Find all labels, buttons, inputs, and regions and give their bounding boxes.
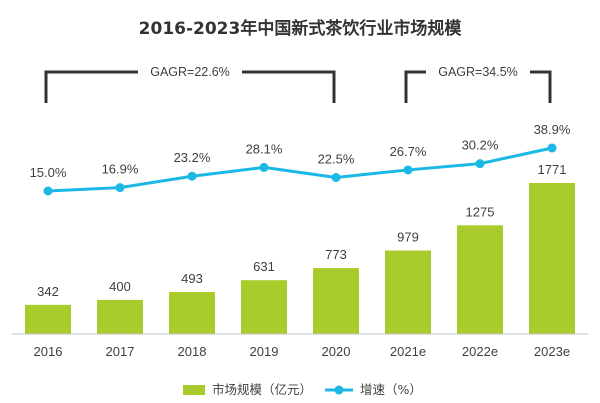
x-tick-2017: 2017 (106, 344, 135, 359)
bar-value-label-2020: 773 (325, 247, 347, 262)
x-tick-2019: 2019 (250, 344, 279, 359)
bar-value-label-2017: 400 (109, 279, 131, 294)
growth-label-2021e: 26.7% (390, 144, 427, 159)
growth-point-2022e (475, 159, 485, 169)
cagr-label-2: GAGR=34.5% (438, 65, 518, 79)
bar-2022e (457, 225, 503, 334)
bar-value-label-2022e: 1275 (466, 204, 495, 219)
legend: 市场规模（亿元） 增速（%） (183, 382, 422, 397)
growth-point-2019 (259, 162, 269, 172)
growth-point-2023e (547, 143, 557, 153)
bar-2016 (25, 304, 71, 334)
x-tick-2018: 2018 (178, 344, 207, 359)
growth-line-series: 15.0% 16.9% 23.2% 28.1% 22.5% 26.7% 30.2% 38.9% (30, 122, 571, 196)
x-tick-2023e: 2023e (534, 344, 570, 359)
bar-2018 (169, 291, 215, 334)
cagr-label-1: GAGR=22.6% (150, 65, 230, 79)
bar-value-label-2019: 631 (253, 259, 275, 274)
x-axis-tick-labels: 2016 2017 2018 2019 2020 2021e 2022e 2023e (34, 344, 571, 359)
growth-point-2018 (187, 171, 197, 181)
x-tick-2016: 2016 (34, 344, 63, 359)
growth-label-2018: 23.2% (174, 150, 211, 165)
bar-value-label-2023e: 1771 (538, 162, 567, 177)
x-tick-2021e: 2021e (390, 344, 426, 359)
bar-2021e (385, 250, 431, 334)
growth-label-2020: 22.5% (318, 152, 355, 167)
growth-line (46, 146, 554, 193)
chart-title: 2016-2023年中国新式茶饮行业市场规模 (139, 18, 463, 39)
cagr-bracket-2 (404, 70, 552, 103)
growth-point-2020 (331, 173, 341, 182)
growth-label-2023e: 38.9% (534, 122, 571, 137)
x-tick-2020: 2020 (322, 344, 351, 359)
growth-label-2022e: 30.2% (462, 138, 499, 153)
growth-point-2021e (403, 165, 413, 175)
bar-series: 342 400 493 631 773 979 1275 1771 (25, 162, 575, 334)
bar-2019 (241, 280, 287, 334)
growth-point-2016 (43, 186, 53, 196)
bar-2023e (529, 183, 575, 334)
bar-2017 (97, 299, 143, 334)
bar-value-label-2018: 493 (181, 271, 203, 286)
growth-point-2017 (115, 183, 125, 193)
legend-line-marker (334, 385, 344, 395)
bar-value-label-2021e: 979 (397, 230, 419, 245)
bar-2020 (313, 268, 359, 334)
bar-value-label-2016: 342 (37, 284, 59, 299)
cagr-bracket-1 (44, 70, 336, 103)
cagr-annotations: GAGR=22.6% GAGR=34.5% (44, 65, 552, 103)
legend-bar-label: 市场规模（亿元） (212, 382, 312, 397)
growth-label-2017: 16.9% (102, 162, 139, 177)
legend-line-label: 增速（%） (360, 382, 422, 397)
growth-label-2019: 28.1% (246, 141, 283, 156)
x-tick-2022e: 2022e (462, 344, 498, 359)
growth-label-2016: 15.0% (30, 165, 67, 180)
legend-bar-swatch (183, 385, 205, 395)
